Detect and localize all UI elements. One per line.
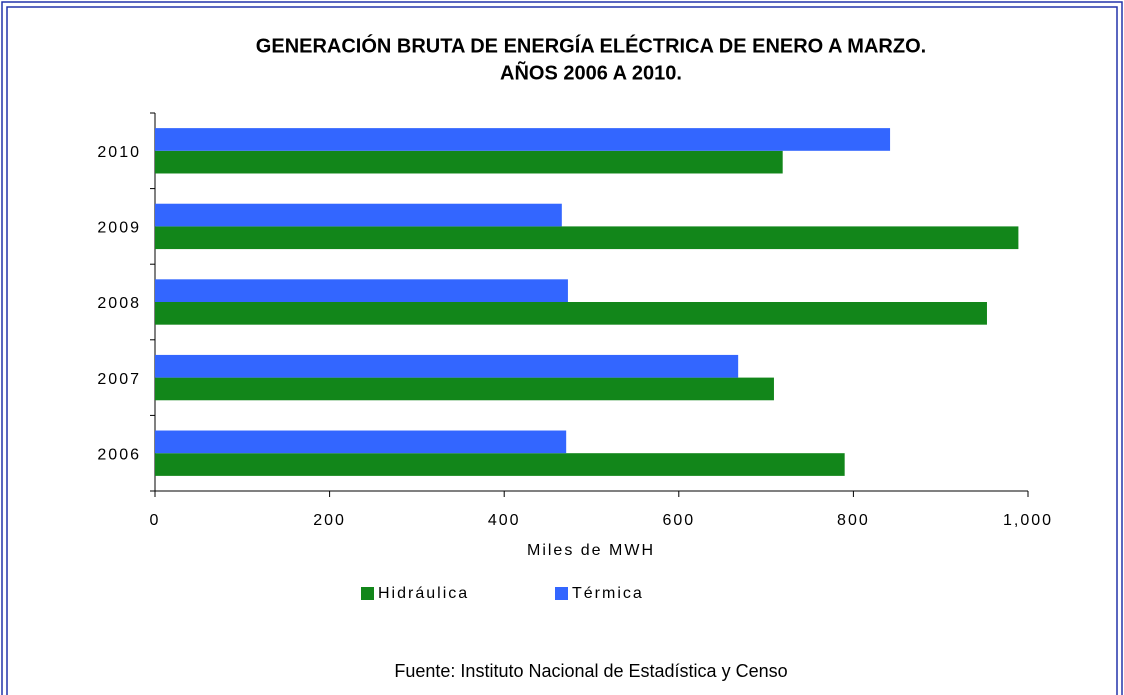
legend-label: Hidráulica	[378, 585, 469, 602]
bar	[155, 453, 845, 476]
chart-subtitle: AÑOS 2006 A 2010.	[500, 61, 682, 84]
y-tick-label: 2008	[97, 295, 141, 312]
frame-inner	[6, 6, 1118, 695]
bar	[155, 203, 562, 227]
bar	[155, 430, 567, 454]
legend-label: Térmica	[572, 585, 644, 602]
x-tick-label: 400	[488, 512, 521, 529]
bar	[155, 354, 739, 378]
x-tick-label: 0	[150, 512, 161, 529]
bar	[155, 279, 568, 302]
y-tick-label: 2010	[97, 144, 141, 161]
bar	[155, 226, 1019, 250]
legend-swatch	[555, 587, 568, 600]
x-tick-label: 600	[662, 512, 695, 529]
y-tick-label: 2009	[97, 220, 141, 237]
x-tick-label: 1,000	[1003, 512, 1053, 529]
chart-title: GENERACIÓN BRUTA DE ENERGÍA ELÉCTRICA DE…	[256, 33, 926, 57]
bar	[155, 128, 891, 151]
bar	[155, 377, 774, 401]
source-note: Fuente: Instituto Nacional de Estadístic…	[394, 661, 787, 681]
bar	[155, 302, 987, 325]
x-tick-label: 200	[313, 512, 346, 529]
x-tick-label: 800	[837, 512, 870, 529]
y-tick-label: 2007	[97, 371, 141, 388]
legend-swatch	[361, 587, 374, 600]
y-tick-label: 2006	[97, 446, 141, 463]
x-axis-label: Miles de MWH	[527, 542, 655, 559]
bar	[155, 150, 783, 174]
